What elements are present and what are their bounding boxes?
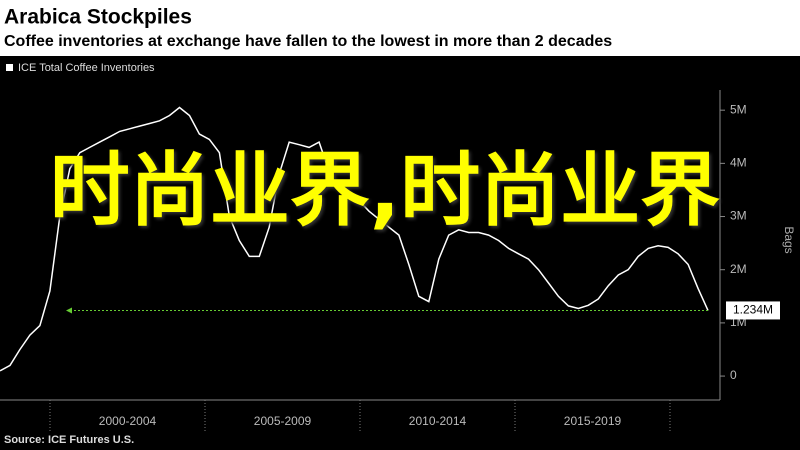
y-axis-title: Bags [782, 226, 796, 253]
y-tick-label: 0 [730, 368, 737, 382]
plot-bg [0, 56, 800, 450]
legend-swatch [6, 64, 13, 71]
x-tick-label: 2005-2009 [254, 414, 312, 428]
annotation-label: 1.234M [733, 303, 773, 317]
header-bg [0, 0, 800, 56]
chart-title: Arabica Stockpiles [4, 6, 192, 29]
y-tick-label: 2M [730, 262, 747, 276]
x-tick-label: 2015-2019 [564, 414, 622, 428]
y-tick-label: 4M [730, 156, 747, 170]
source: Source: ICE Futures U.S. [4, 434, 134, 446]
chart-subtitle: Coffee inventories at exchange have fall… [4, 33, 612, 50]
y-tick-label: 5M [730, 102, 747, 116]
x-tick-label: 2010-2014 [409, 414, 467, 428]
annotation-arrow [66, 307, 72, 314]
x-tick-label: 2000-2004 [99, 414, 157, 428]
annotation-box [726, 301, 780, 320]
series-line [0, 106, 709, 372]
overlay-text: 时尚业界,时尚业界 [49, 144, 721, 237]
y-tick-label: 3M [730, 209, 747, 223]
legend-label: ICE Total Coffee Inventories [18, 62, 155, 74]
